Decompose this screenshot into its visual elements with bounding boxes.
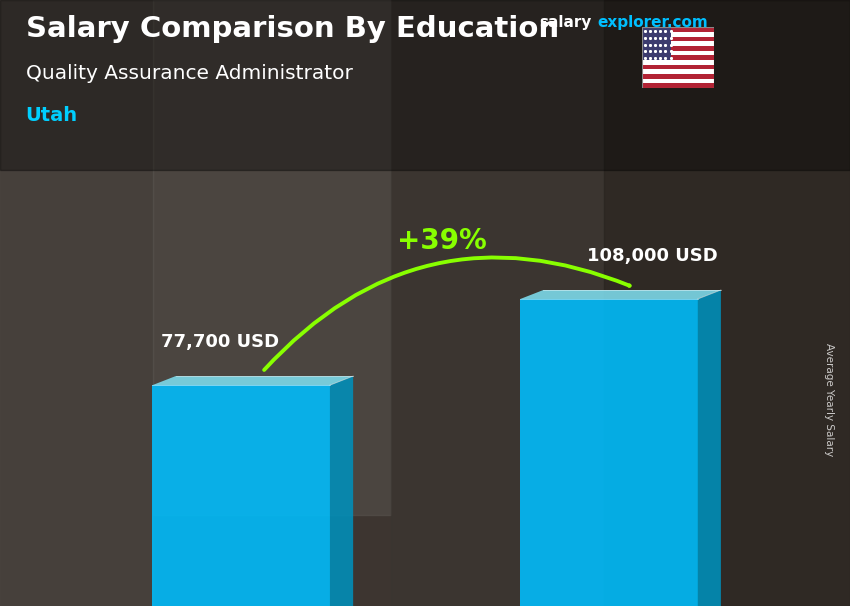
Bar <box>642 36 714 41</box>
Text: Quality Assurance Administrator: Quality Assurance Administrator <box>26 64 353 82</box>
Bar <box>391 0 604 606</box>
Text: Average Yearly Salary: Average Yearly Salary <box>824 344 834 456</box>
Text: salary: salary <box>540 15 592 30</box>
Text: explorer.com: explorer.com <box>598 15 708 30</box>
Bar <box>642 41 714 46</box>
Bar <box>642 27 671 60</box>
Bar <box>642 32 714 36</box>
Bar <box>642 27 714 32</box>
Polygon shape <box>698 290 721 606</box>
Bar <box>0 0 850 170</box>
Text: +39%: +39% <box>398 227 487 255</box>
Polygon shape <box>152 376 353 385</box>
Polygon shape <box>152 385 330 606</box>
Bar <box>642 74 714 79</box>
Bar <box>642 69 714 74</box>
Bar <box>604 0 850 606</box>
FancyArrowPatch shape <box>264 258 630 370</box>
Bar <box>153 0 391 515</box>
Bar <box>642 65 714 69</box>
Bar <box>642 50 714 55</box>
Bar <box>642 60 714 65</box>
Polygon shape <box>520 299 698 606</box>
Bar <box>0 0 153 606</box>
Polygon shape <box>330 376 353 606</box>
Bar <box>642 79 714 83</box>
Text: 77,700 USD: 77,700 USD <box>161 333 279 351</box>
Text: Utah: Utah <box>26 106 77 125</box>
Bar <box>642 46 714 50</box>
Bar <box>642 83 714 88</box>
Text: Salary Comparison By Education: Salary Comparison By Education <box>26 15 558 43</box>
Text: 108,000 USD: 108,000 USD <box>586 247 717 265</box>
Polygon shape <box>520 290 721 299</box>
Bar <box>642 55 714 60</box>
